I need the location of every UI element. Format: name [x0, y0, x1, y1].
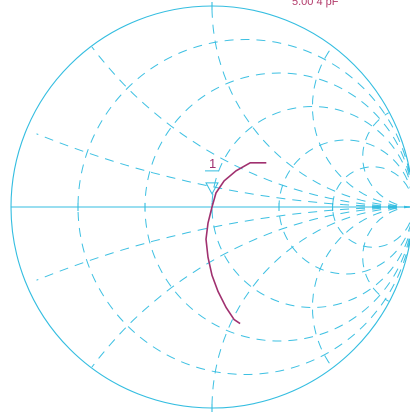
trace-series-0: [205, 162, 267, 325]
reactance-arc-1: [211, 6, 410, 208]
reactance-arc-neg-0.2: [36, 206, 410, 281]
resistance-circle-1: [211, 106, 410, 308]
reactance-arc-2: [312, 47, 410, 208]
reactance-arc-0.5: [91, 46, 410, 208]
marker-layer: 1: [205, 156, 219, 195]
reactance-arc-neg-4: [362, 206, 410, 302]
resistance-circle-0.2: [77, 39, 410, 375]
reactance-arc-neg-0.5: [91, 206, 410, 368]
reactance-arc-4: [362, 112, 410, 208]
reactance-arc-neg-2: [312, 206, 410, 367]
header-right-text: 5.00 4 pF: [292, 0, 339, 8]
trace-layer: [205, 162, 267, 325]
reactance-arc-neg-1: [211, 206, 410, 408]
header-bar: 5.00 4 pF: [0, 0, 410, 10]
marker-label: 1: [209, 156, 216, 171]
marker-triangle: [205, 182, 219, 195]
reactance-arc-0.2: [36, 133, 410, 208]
